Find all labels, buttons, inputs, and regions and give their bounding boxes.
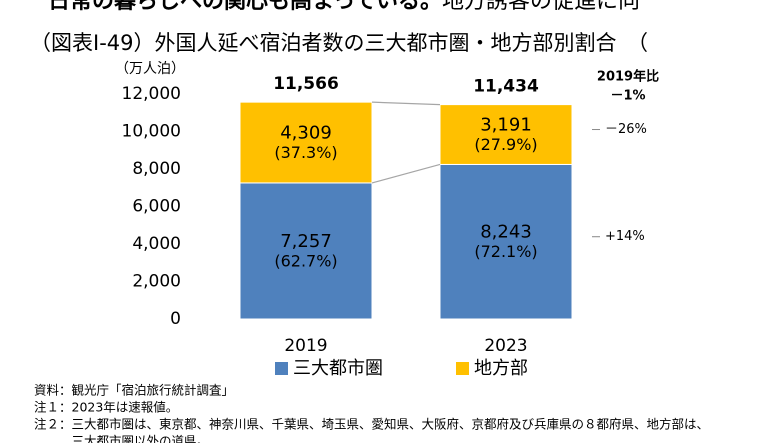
x-tick-label: 2023 xyxy=(484,336,527,356)
legend-label: 三大都市圏 xyxy=(293,358,383,379)
note: 注１：2023年は速報値。 xyxy=(34,400,178,415)
total-change: －1% xyxy=(610,89,645,104)
change-label: －26% xyxy=(605,122,647,137)
y-tick-label: 6,000 xyxy=(132,197,181,217)
change-label: +14% xyxy=(605,229,645,244)
chart-title: （図表Ⅰ-49）外国人延べ宿泊者数の三大都市圏・地方部別割合 （ xyxy=(30,31,648,55)
value-label: 4,309 xyxy=(280,123,332,144)
y-tick-label: 12,000 xyxy=(122,84,181,104)
note: 資料：観光庁「宿泊旅行統計調査」 xyxy=(34,383,234,398)
value-label: 3,191 xyxy=(480,115,532,136)
share-label: (62.7%) xyxy=(274,251,337,270)
value-label: 8,243 xyxy=(480,222,532,243)
bar-segment xyxy=(239,101,373,184)
y-tick-label: 4,000 xyxy=(132,234,181,254)
x-tick-label: 2019 xyxy=(284,336,327,356)
y-axis-label: （万人泊） xyxy=(115,61,185,77)
comparison-title: 2019年比 xyxy=(597,69,659,85)
legend-swatch xyxy=(456,362,469,375)
y-tick-label: 2,000 xyxy=(132,272,181,292)
header: 日常の暮らしへの関心も高まっている。地方誘客の促進に向 xyxy=(48,0,640,14)
total-label: 11,566 xyxy=(273,74,339,94)
legend-label: 地方部 xyxy=(474,358,528,379)
connector xyxy=(371,163,441,184)
share-label: (37.3%) xyxy=(274,143,337,162)
y-tick-label: 10,000 xyxy=(122,122,181,142)
bar-segment xyxy=(239,182,373,320)
legend-swatch xyxy=(275,362,288,375)
share-label: (72.1%) xyxy=(474,242,537,261)
total-label: 11,434 xyxy=(473,77,539,97)
note: 注２：三大都市圏は、東京都、神奈川県、千葉県、埼玉県、愛知県、大阪府、京都府及び… xyxy=(34,417,709,432)
connector xyxy=(371,101,441,106)
y-tick-label: 0 xyxy=(170,309,181,329)
header-bold: 日常の暮らしへの関心も高まっている。 xyxy=(48,0,442,14)
y-tick-label: 8,000 xyxy=(132,159,181,179)
header-rest: 地方誘客の促進に向 xyxy=(442,0,640,14)
bar-segment xyxy=(439,104,573,165)
note: 三大都市圏以外の道県。 xyxy=(34,434,209,443)
value-label: 7,257 xyxy=(280,231,332,252)
share-label: (27.9%) xyxy=(474,135,537,154)
